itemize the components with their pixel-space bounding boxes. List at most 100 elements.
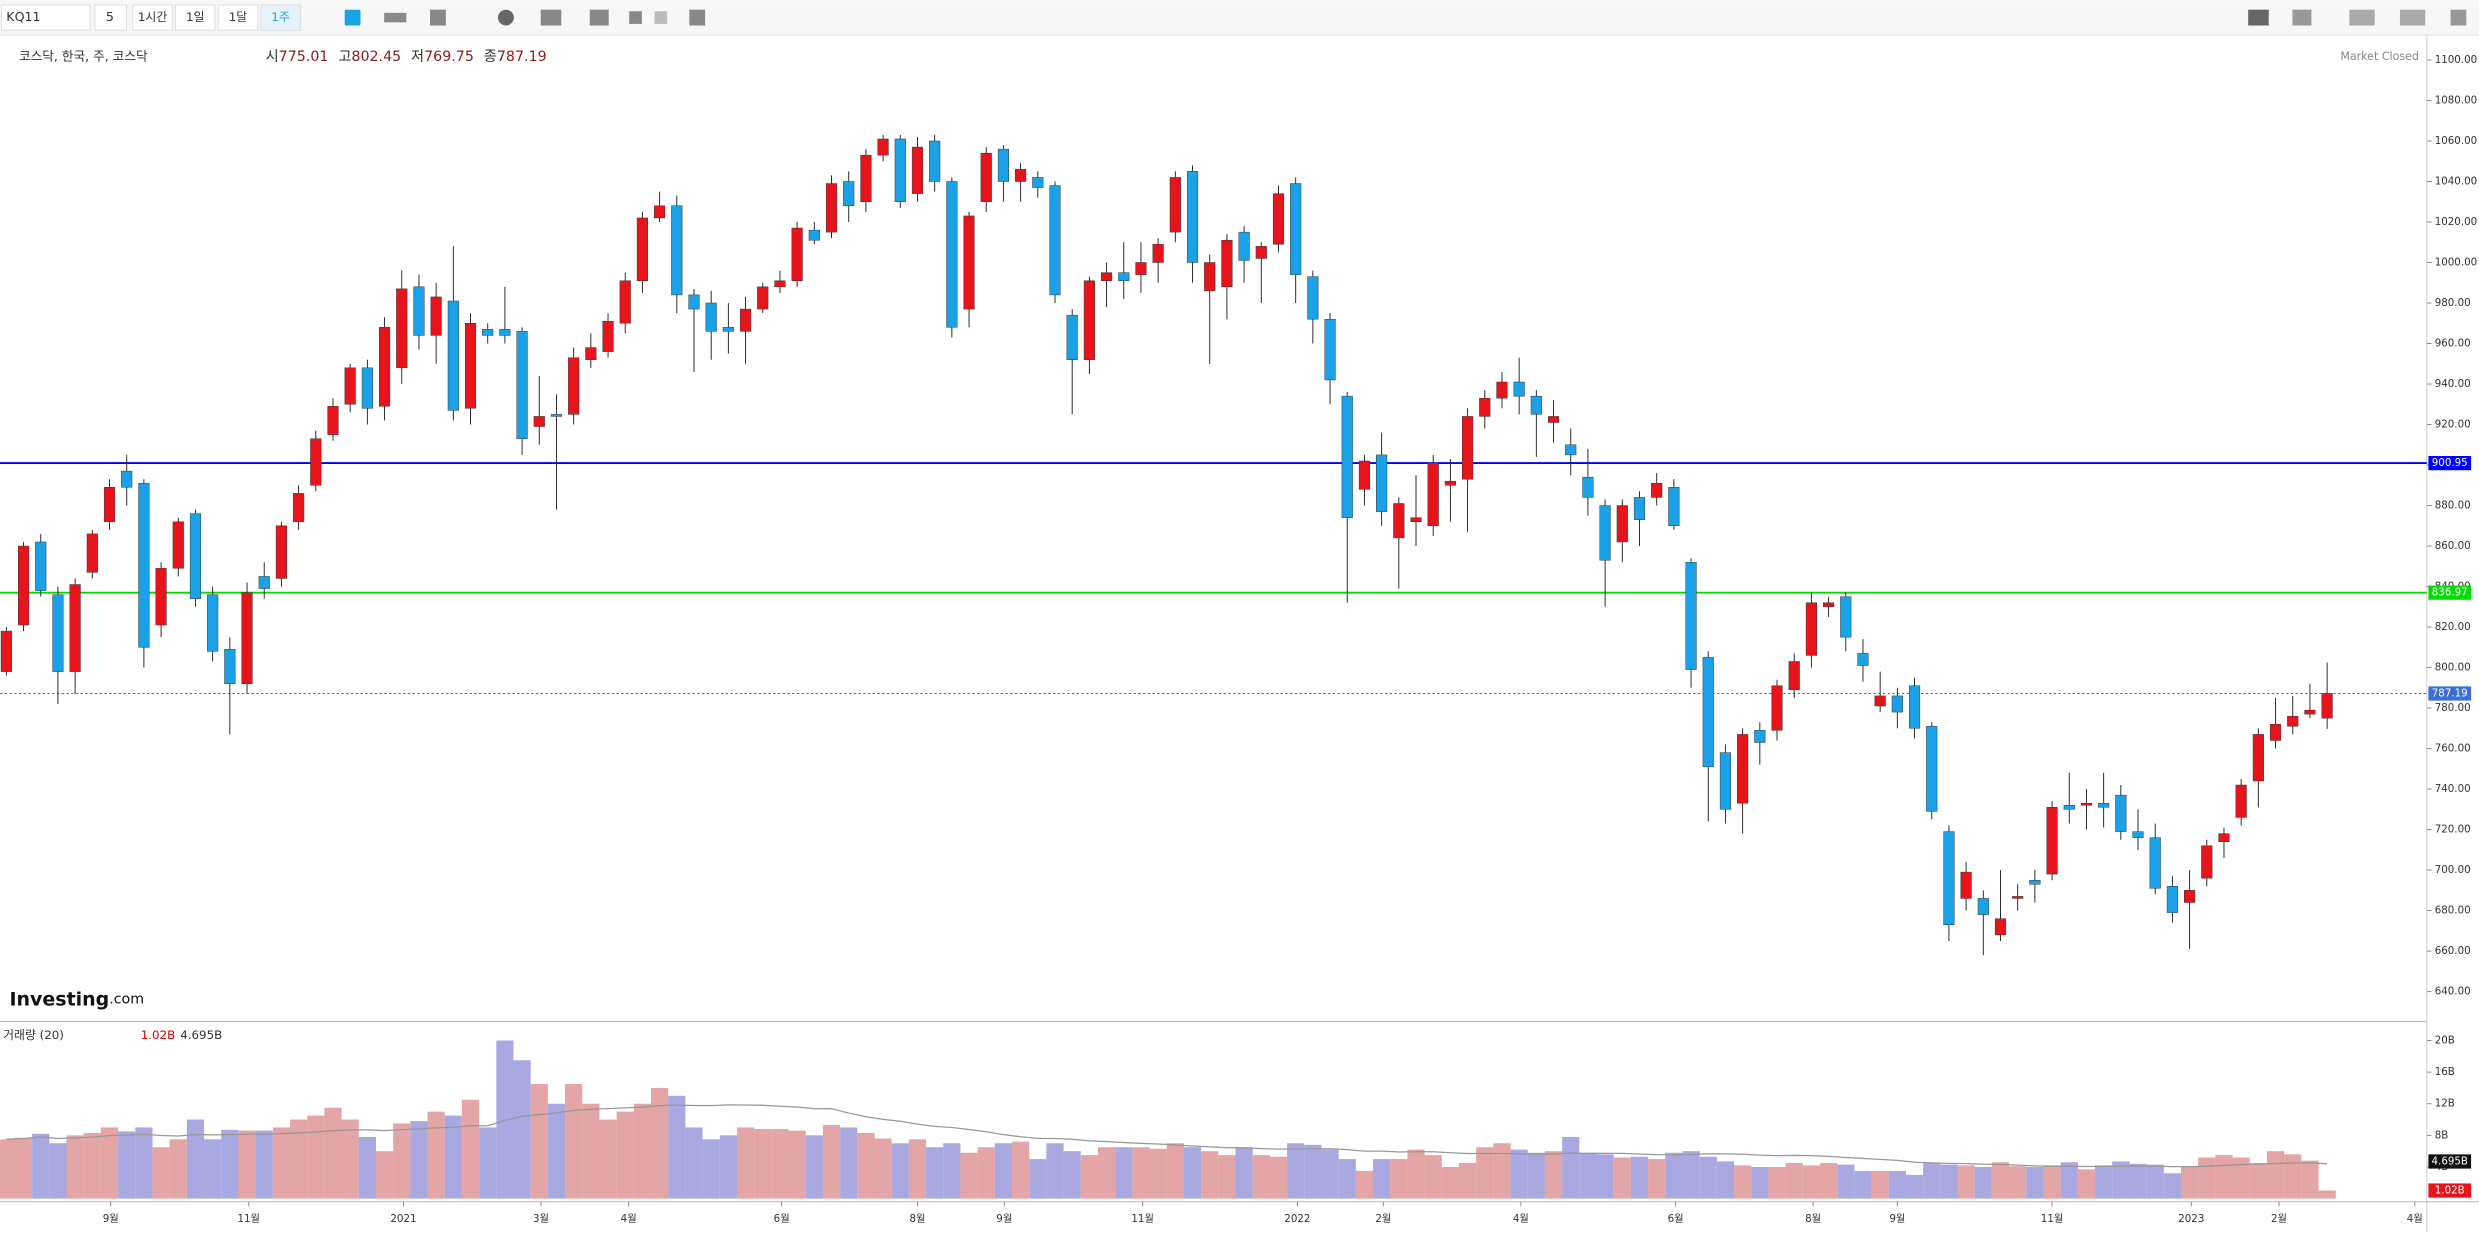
y-tick-label: 820.00: [2435, 621, 2471, 633]
candle-body: [241, 592, 253, 684]
volume-bar: [1974, 1166, 1992, 1199]
alert-icon[interactable]: [689, 9, 706, 26]
compare-icon[interactable]: [589, 9, 609, 26]
volume-bar: [891, 1143, 909, 1199]
interval-button[interactable]: [132, 4, 173, 31]
candle-body: [2080, 803, 2093, 806]
candle-body: [1857, 653, 1869, 666]
layout-icon[interactable]: [2292, 9, 2312, 26]
volume-bar: [1785, 1163, 1803, 1199]
candle-body: [2321, 693, 2333, 719]
ohlc-value: 775.01: [279, 49, 329, 65]
volume-bar: [2095, 1165, 2113, 1199]
reference-label: 836.97: [2432, 587, 2468, 599]
volume-bar: [1544, 1151, 1563, 1199]
candle-body: [1994, 918, 2007, 936]
candle-body: [671, 205, 683, 296]
candle-body: [1702, 657, 1714, 768]
y-tick-label: 880.00: [2435, 500, 2471, 512]
volume-bar: [66, 1135, 84, 1199]
candle-body: [293, 493, 305, 522]
y-tick-label: 1020.00: [2435, 216, 2477, 228]
volume-bar: [341, 1119, 359, 1199]
candle-body: [654, 205, 666, 219]
y-tick-label: 1060.00: [2435, 135, 2477, 147]
interval-button[interactable]: [217, 4, 259, 31]
fullscreen-icon[interactable]: [2450, 9, 2467, 26]
candle-body: [1547, 416, 1560, 423]
candle-body: [1599, 505, 1611, 561]
volume-bar: [1493, 1143, 1511, 1199]
y-tick-label: 760.00: [2435, 743, 2471, 755]
candle-body: [1737, 734, 1749, 804]
candle-body: [2029, 879, 2041, 885]
y-tick-label: 860.00: [2435, 540, 2471, 552]
interval-value: 5: [106, 9, 114, 24]
x-tick-label: 2022: [1284, 1213, 1310, 1225]
volume-bar: [1699, 1156, 1717, 1199]
volume-bar: [1957, 1165, 1975, 1199]
volume-bar: [14, 1137, 33, 1199]
volume-bar: [186, 1119, 205, 1199]
candle-body: [1290, 183, 1302, 275]
volume-bar: [2215, 1155, 2233, 1199]
camera-icon[interactable]: [2248, 9, 2269, 26]
candle-body: [843, 181, 855, 207]
volume-bar: [565, 1083, 583, 1199]
x-tick-label: 2월: [1375, 1213, 1391, 1225]
undo-icon[interactable]: [629, 11, 642, 24]
y-tick-label: 740.00: [2435, 783, 2471, 795]
volume-bar: [2060, 1162, 2078, 1199]
candle-body: [447, 300, 459, 411]
candle-body: [877, 138, 889, 156]
reference-label: 900.95: [2432, 457, 2468, 469]
candle-body: [258, 576, 270, 589]
volume-bar: [375, 1151, 394, 1199]
redo-icon[interactable]: [654, 11, 668, 24]
volume-bar: [238, 1130, 256, 1199]
ohlc-value: 769.75: [424, 49, 474, 65]
indicator-icon[interactable]: [540, 9, 562, 26]
settings-icon[interactable]: [498, 9, 514, 26]
volume-bar: [1579, 1152, 1597, 1199]
candle-body: [911, 146, 924, 194]
reference-badge: [2428, 455, 2472, 471]
candle-body: [1823, 602, 1835, 608]
volume-bar: [736, 1127, 755, 1199]
candle-body: [550, 414, 563, 417]
candle-body: [103, 487, 116, 522]
cloud-save-icon[interactable]: [2399, 9, 2426, 26]
candle-icon[interactable]: [344, 9, 361, 26]
volume-bar: [1218, 1155, 1236, 1199]
y-tick-label: 680.00: [2435, 905, 2471, 917]
candle-body: [35, 541, 47, 591]
volume-bar: [496, 1040, 514, 1199]
volume-bar: [1012, 1141, 1030, 1199]
candle-body: [619, 280, 631, 324]
volume-y-tick-label: 12B: [2435, 1098, 2455, 1110]
interval-button[interactable]: [175, 4, 216, 31]
volume-bar: [719, 1135, 737, 1199]
brand-suffix: .com: [109, 991, 144, 1007]
interval-box[interactable]: [94, 4, 127, 31]
volume-bar: [444, 1115, 462, 1199]
y-tick-label: 1080.00: [2435, 94, 2477, 106]
volume-bar: [290, 1119, 308, 1199]
ohlc-key: 고: [338, 49, 351, 65]
volume-bar: [0, 1139, 15, 1199]
line-icon[interactable]: [384, 12, 407, 23]
volume-bar: [49, 1143, 67, 1199]
cloud-icon[interactable]: [2349, 9, 2375, 26]
volume-bar: [358, 1136, 376, 1199]
draw-icon[interactable]: [430, 9, 446, 26]
toolbar-icons: [344, 9, 2467, 26]
x-tick-label: 9월: [103, 1213, 119, 1225]
volume-bar: [1613, 1157, 1631, 1199]
symbol-box[interactable]: [1, 4, 91, 31]
interval-button[interactable]: [260, 4, 301, 31]
volume-bar: [1716, 1161, 1735, 1199]
volume-bar: [685, 1127, 703, 1199]
candle-body: [1169, 177, 1181, 233]
ohlc-key: 저: [411, 48, 424, 65]
